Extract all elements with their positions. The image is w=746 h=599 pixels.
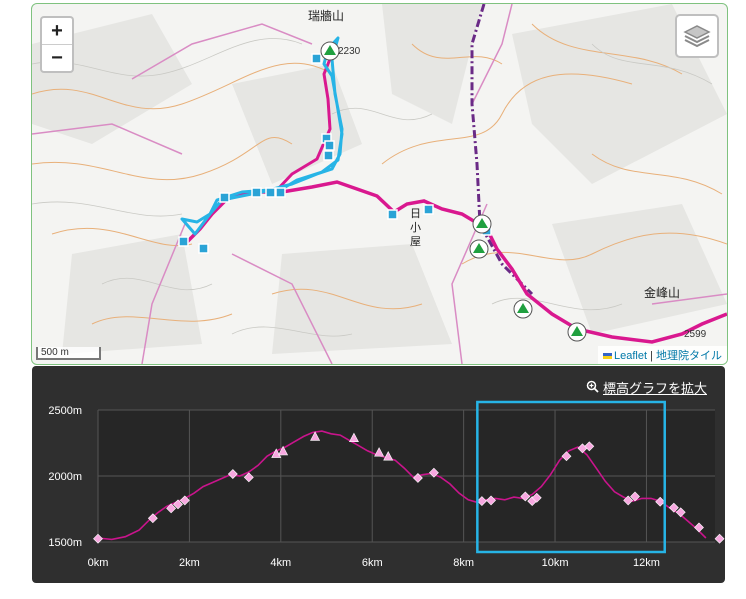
layers-icon <box>683 25 711 48</box>
waypoint-marker <box>623 495 634 506</box>
x-tick-label: 8km <box>453 557 474 569</box>
waypoint-marker <box>561 451 572 462</box>
waypoint-marker <box>520 491 531 502</box>
peak-icon <box>513 299 533 319</box>
x-tick-label: 4km <box>270 557 291 569</box>
zoom-control: + − <box>40 16 74 73</box>
waypoint-marker <box>584 441 595 452</box>
trails <box>32 4 727 364</box>
waypoint-marker <box>147 513 158 524</box>
route-spur <box>275 58 332 192</box>
flag-icon <box>602 353 612 359</box>
svg-text:小: 小 <box>410 221 421 234</box>
zoom-out-button[interactable]: − <box>42 44 72 71</box>
scale-bar: 500 m <box>36 347 101 360</box>
peak-icon <box>472 214 492 234</box>
leaflet-link[interactable]: Leaflet <box>613 350 648 362</box>
waypoint-marker <box>531 492 542 503</box>
spot-height-label: 2230 <box>338 46 361 57</box>
elevation-line <box>97 430 707 541</box>
contour-lines <box>32 23 727 325</box>
waypoint-marker <box>243 472 254 483</box>
attribution: Leaflet | 地理院タイル <box>597 346 727 364</box>
peak-marker <box>310 431 321 441</box>
peak-icon <box>469 239 489 259</box>
svg-text:屋: 屋 <box>410 235 421 248</box>
peak-marker <box>278 445 289 456</box>
attribution-separator: | <box>647 350 656 362</box>
waypoint-marker <box>694 522 704 533</box>
peak-marker <box>374 447 385 457</box>
peak-icon <box>320 41 340 61</box>
waypoint-marker <box>428 467 439 478</box>
x-tick-label: 6km <box>362 557 383 569</box>
hillshade <box>32 4 727 354</box>
zoom-in-button[interactable]: + <box>51 20 63 42</box>
place-label-hinakoya: 日 小 屋 <box>410 208 421 248</box>
waypoint-marker <box>486 495 496 506</box>
waypoint-marker <box>179 495 190 506</box>
place-label-mizugaki: 瑞牆山 <box>308 8 344 23</box>
map-tiles[interactable]: 瑞牆山 2230 日 小 屋 金峰山 2599 <box>32 4 727 364</box>
expand-elevation-label: 標高グラフを拡大 <box>602 381 707 396</box>
waypoint-marker <box>413 473 423 483</box>
zoom-in-icon <box>586 380 599 396</box>
waypoint-marker <box>166 503 177 514</box>
waypoint-marker <box>655 496 666 507</box>
x-tick-label: 2km <box>179 557 200 569</box>
map-container[interactable]: 瑞牆山 2230 日 小 屋 金峰山 2599 + − 500 m Leafle… <box>31 3 728 365</box>
y-tick-label: 1500m <box>48 537 82 549</box>
y-tick-label: 2500m <box>48 405 82 417</box>
waypoint-marker <box>476 496 487 507</box>
place-label-kinpu: 金峰山 <box>644 285 680 300</box>
spot-height-label: 2599 <box>684 329 707 340</box>
peak-markers[interactable] <box>320 41 587 342</box>
boundary-line <box>470 4 534 296</box>
peak-marker <box>348 432 359 443</box>
elevation-panel: 標高グラフを拡大 2500m 2000m 1500m 0km 2km 4km 6km 8km 1… <box>32 366 725 583</box>
waypoint-marker <box>93 533 103 544</box>
layers-button[interactable] <box>675 14 719 58</box>
expand-elevation-link[interactable]: 標高グラフを拡大 <box>586 378 707 397</box>
gsi-tiles-link[interactable]: 地理院タイル <box>656 350 722 362</box>
x-tick-label: 12km <box>633 557 660 569</box>
elevation-chart[interactable]: 2500m 2000m 1500m 0km 2km 4km 6km 8km 10km 12km <box>32 366 725 583</box>
peak-marker <box>271 448 282 458</box>
svg-text:日: 日 <box>410 208 421 220</box>
waypoint-marker <box>675 507 686 518</box>
x-tick-label: 0km <box>88 557 109 569</box>
peak-icon <box>567 322 587 342</box>
waypoint-marker <box>227 469 238 479</box>
waypoint-marker <box>630 491 640 502</box>
waypoint-marker <box>668 502 679 513</box>
x-tick-label: 10km <box>542 557 569 569</box>
y-tick-label: 2000m <box>48 471 82 483</box>
waypoint-marker <box>173 499 183 510</box>
peak-marker <box>383 451 394 461</box>
selection-highlight <box>476 400 666 554</box>
waypoint-marker <box>714 533 725 544</box>
